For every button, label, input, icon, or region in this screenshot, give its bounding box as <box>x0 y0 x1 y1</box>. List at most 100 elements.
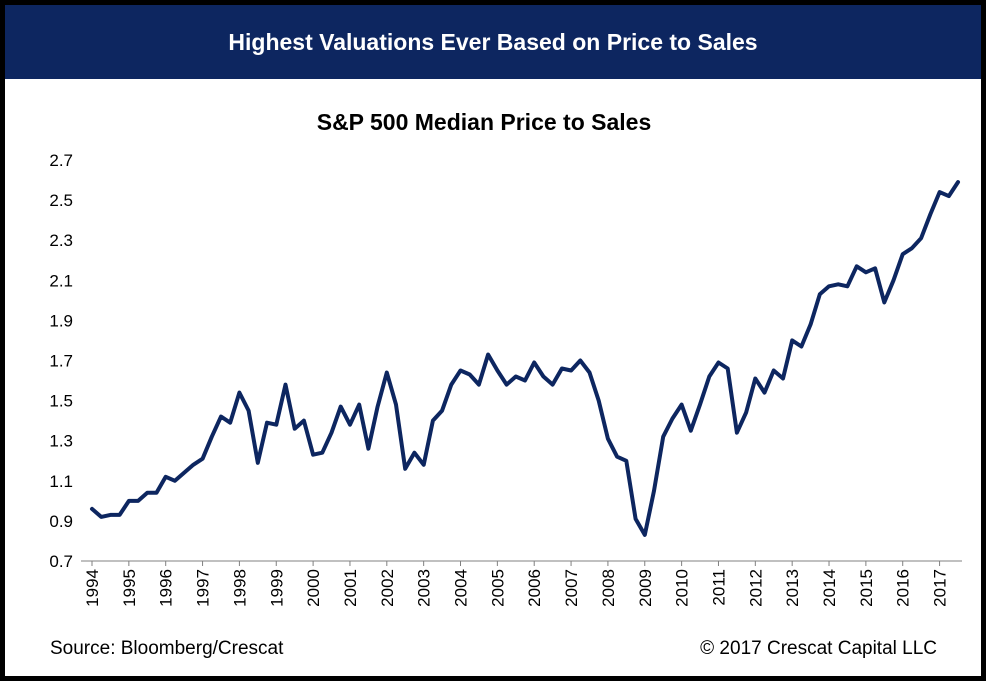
x-tick-label: 2010 <box>673 569 692 607</box>
x-tick-label: 2007 <box>562 569 581 607</box>
data-point <box>109 514 112 516</box>
data-point <box>653 490 655 492</box>
y-tick-label: 1.9 <box>49 311 73 330</box>
data-point <box>607 437 609 440</box>
data-point <box>616 455 618 458</box>
x-tick-label: 2006 <box>525 569 544 607</box>
data-point <box>901 253 904 255</box>
data-point <box>892 279 895 282</box>
data-point <box>515 375 517 378</box>
data-point <box>118 514 121 516</box>
x-tick-label: 2011 <box>709 569 728 606</box>
x-tick-label: 2002 <box>378 569 397 607</box>
data-point <box>699 403 701 406</box>
data-point <box>192 464 195 466</box>
data-point <box>883 301 886 304</box>
x-tick-label: 2012 <box>746 569 765 607</box>
x-tick-label: 1999 <box>267 569 286 607</box>
data-point <box>247 409 250 412</box>
data-point <box>395 403 397 406</box>
data-point <box>293 427 296 430</box>
x-tick-label: 1995 <box>120 569 139 607</box>
data-point <box>690 429 692 432</box>
data-point <box>524 379 526 382</box>
data-point <box>358 403 361 406</box>
chart-frame: Highest Valuations Ever Based on Price t… <box>5 5 981 676</box>
x-tick-label: 1996 <box>157 569 176 607</box>
data-point <box>625 460 628 462</box>
data-point <box>533 361 535 364</box>
data-point <box>828 285 830 288</box>
data-point <box>708 375 711 378</box>
copyright-note: © 2017 Crescat Capital LLC <box>700 638 937 659</box>
data-point <box>100 516 102 518</box>
y-tick-label: 1.1 <box>49 472 73 491</box>
data-point <box>303 419 305 422</box>
data-point <box>386 371 388 374</box>
x-tick-label: 2000 <box>304 569 323 607</box>
series-layer <box>90 180 960 537</box>
data-point <box>128 500 130 502</box>
x-tick-label: 1998 <box>230 569 249 607</box>
x-tick-label: 2003 <box>415 569 434 607</box>
data-point <box>367 447 370 450</box>
chart-plot: S&P 500 Median Price to Sales 0.7 0.9 1.1 1… <box>49 109 962 607</box>
x-tick-label: 2017 <box>931 569 950 607</box>
data-point <box>496 369 499 372</box>
data-point <box>349 423 351 426</box>
banner-title: Highest Valuations Ever Based on Price t… <box>228 28 758 55</box>
data-point <box>376 405 379 408</box>
x-axis-ticks: 1994 1995 1996 1997 1998 1999 2000 2001 2002 2003… <box>83 561 950 607</box>
data-point <box>597 399 600 402</box>
data-point <box>155 492 158 494</box>
y-tick-label: 0.7 <box>49 552 73 571</box>
y-tick-label: 2.3 <box>49 231 73 250</box>
data-point <box>422 464 425 466</box>
data-point <box>164 476 167 478</box>
data-point <box>137 500 139 502</box>
x-tick-label: 2014 <box>820 569 839 607</box>
data-point <box>413 451 416 454</box>
data-point <box>146 492 149 494</box>
data-point <box>404 468 407 470</box>
data-point <box>680 403 683 406</box>
data-point <box>321 451 324 454</box>
data-point <box>257 462 259 464</box>
data-point <box>432 419 434 422</box>
data-point <box>938 191 941 193</box>
y-tick-label: 1.7 <box>49 352 73 371</box>
data-point <box>662 435 664 438</box>
data-point <box>275 423 278 426</box>
data-point <box>717 361 720 364</box>
x-tick-label: 2015 <box>857 569 876 607</box>
y-tick-label: 0.9 <box>49 512 73 531</box>
data-point <box>782 377 784 380</box>
data-point <box>634 518 637 520</box>
data-point <box>238 391 241 394</box>
data-point <box>441 409 443 412</box>
data-point <box>948 195 950 197</box>
x-tick-label: 2005 <box>488 569 507 607</box>
x-tick-label: 2001 <box>341 569 360 607</box>
data-point <box>855 265 858 268</box>
data-point <box>459 369 462 372</box>
data-point <box>865 271 867 274</box>
series-line <box>90 180 960 537</box>
data-point <box>183 472 185 474</box>
data-point <box>266 421 268 424</box>
data-point <box>726 367 729 370</box>
data-point <box>551 383 554 386</box>
data-point <box>736 431 738 434</box>
data-point <box>772 369 775 372</box>
y-axis-ticks: 0.7 0.9 1.1 1.3 1.5 1.7 1.9 2.1 2.3 2.5 2.7 <box>49 151 73 571</box>
data-point <box>330 431 333 434</box>
data-point <box>468 373 471 376</box>
title-banner: Highest Valuations Ever Based on Price t… <box>5 5 981 79</box>
data-point <box>819 293 821 296</box>
data-point <box>800 345 803 348</box>
y-tick-label: 2.5 <box>49 191 73 210</box>
data-point <box>911 247 913 249</box>
data-point <box>579 359 582 362</box>
data-point <box>791 339 793 342</box>
data-point <box>339 405 342 408</box>
